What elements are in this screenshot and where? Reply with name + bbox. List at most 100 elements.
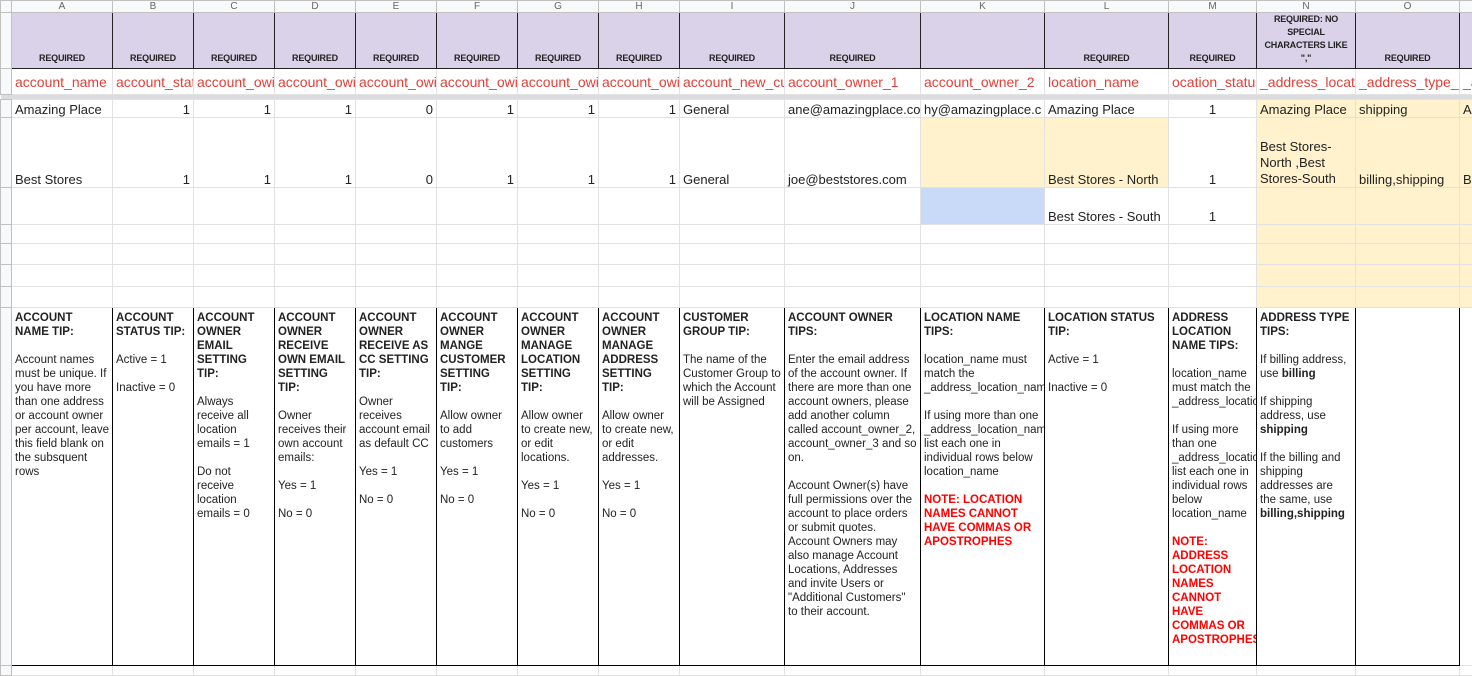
data-cell[interactable]	[1169, 265, 1257, 287]
row-header[interactable]	[1, 100, 12, 118]
data-cell[interactable]	[113, 265, 194, 287]
data-cell[interactable]	[275, 225, 356, 244]
required-label-cell[interactable]: REQUIRED	[275, 13, 356, 69]
data-cell[interactable]	[921, 188, 1045, 225]
data-cell[interactable]: 1	[1169, 100, 1257, 118]
data-cell[interactable]	[680, 244, 785, 265]
data-cell[interactable]: 1	[194, 100, 275, 118]
field-name-cell[interactable]: account_owi	[356, 69, 437, 95]
data-cell[interactable]: 1	[437, 100, 518, 118]
data-cell[interactable]	[275, 666, 356, 676]
data-cell[interactable]	[437, 225, 518, 244]
data-cell[interactable]	[518, 287, 599, 308]
data-cell[interactable]	[12, 188, 113, 225]
data-cell[interactable]	[921, 666, 1045, 676]
data-cell[interactable]	[1460, 666, 1472, 676]
required-label-cell[interactable]: REQUIRED	[12, 13, 113, 69]
data-cell[interactable]	[12, 225, 113, 244]
column-header-J[interactable]: J	[785, 1, 921, 13]
data-cell[interactable]: 1	[113, 100, 194, 118]
data-cell[interactable]	[1356, 265, 1460, 287]
required-label-cell[interactable]: REQUIRED	[113, 13, 194, 69]
data-cell[interactable]	[1356, 244, 1460, 265]
tip-cell[interactable]: ACCOUNT OWNER MANAGE LOCATION SETTING TI…	[518, 308, 599, 666]
row-header[interactable]	[1, 308, 12, 666]
data-cell[interactable]	[356, 287, 437, 308]
data-cell[interactable]	[599, 244, 680, 265]
field-name-cell[interactable]: account_owi	[275, 69, 356, 95]
required-label-cell[interactable]: REQUIRED	[356, 13, 437, 69]
column-header-K[interactable]: K	[921, 1, 1045, 13]
data-cell[interactable]	[275, 287, 356, 308]
field-name-cell[interactable]: _address_locati	[1257, 69, 1356, 95]
data-cell[interactable]	[1045, 287, 1169, 308]
field-name-cell[interactable]: account_name	[12, 69, 113, 95]
data-cell[interactable]: A	[1460, 100, 1472, 118]
data-cell[interactable]	[1169, 666, 1257, 676]
required-label-cell[interactable]: REQUIRED: NO SPECIAL CHARACTERS LIKE ","	[1257, 13, 1356, 69]
data-cell[interactable]	[785, 188, 921, 225]
data-cell[interactable]: General	[680, 118, 785, 188]
data-cell[interactable]	[113, 244, 194, 265]
data-cell[interactable]	[194, 188, 275, 225]
data-cell[interactable]	[1257, 287, 1356, 308]
data-cell[interactable]	[1045, 265, 1169, 287]
data-cell[interactable]	[194, 666, 275, 676]
column-header-A[interactable]: A	[12, 1, 113, 13]
column-header-C[interactable]: C	[194, 1, 275, 13]
column-header-N[interactable]: N	[1257, 1, 1356, 13]
data-cell[interactable]	[1356, 287, 1460, 308]
tip-cell[interactable]: CUSTOMER GROUP TIP:The name of the Custo…	[680, 308, 785, 666]
data-cell[interactable]: 0	[356, 100, 437, 118]
data-cell[interactable]	[356, 188, 437, 225]
data-cell[interactable]: 1	[275, 118, 356, 188]
data-cell[interactable]	[518, 265, 599, 287]
data-cell[interactable]	[1045, 666, 1169, 676]
data-cell[interactable]: joe@beststores.com	[785, 118, 921, 188]
data-cell[interactable]	[437, 287, 518, 308]
data-cell[interactable]	[921, 287, 1045, 308]
data-cell[interactable]	[1356, 666, 1460, 676]
field-name-cell[interactable]: location_name	[1045, 69, 1169, 95]
data-cell[interactable]	[680, 188, 785, 225]
tip-cell[interactable]: ACCOUNT OWNER RECEIVE AS CC SETTING TIP:…	[356, 308, 437, 666]
column-header-G[interactable]: G	[518, 1, 599, 13]
data-cell[interactable]	[599, 188, 680, 225]
data-cell[interactable]	[1257, 666, 1356, 676]
data-cell[interactable]	[113, 287, 194, 308]
data-cell[interactable]: 1	[1169, 188, 1257, 225]
column-header-H[interactable]: H	[599, 1, 680, 13]
row-header[interactable]	[1, 244, 12, 265]
tip-cell[interactable]: ACCOUNT OWNER EMAIL SETTING TIP:Always r…	[194, 308, 275, 666]
data-cell[interactable]: 0	[356, 118, 437, 188]
field-name-cell[interactable]: account_new_cu	[680, 69, 785, 95]
row-header[interactable]	[1, 287, 12, 308]
data-cell[interactable]	[113, 666, 194, 676]
data-cell[interactable]	[518, 188, 599, 225]
field-name-cell[interactable]: account_stat	[113, 69, 194, 95]
data-cell[interactable]: General	[680, 100, 785, 118]
data-cell[interactable]	[113, 188, 194, 225]
data-cell[interactable]	[921, 118, 1045, 188]
field-name-cell[interactable]: account_owi	[518, 69, 599, 95]
data-cell[interactable]	[1460, 265, 1472, 287]
column-header-E[interactable]: E	[356, 1, 437, 13]
data-cell[interactable]	[599, 666, 680, 676]
data-cell[interactable]	[1356, 225, 1460, 244]
data-cell[interactable]: B	[1460, 118, 1472, 188]
required-label-cell[interactable]: REQUIRED	[680, 13, 785, 69]
data-cell[interactable]	[1460, 225, 1472, 244]
data-cell[interactable]	[785, 287, 921, 308]
field-name-cell[interactable]: account_owner_1	[785, 69, 921, 95]
data-cell[interactable]	[1045, 225, 1169, 244]
data-cell[interactable]: ane@amazingplace.com	[785, 100, 921, 118]
required-label-cell[interactable]: REQUIRED	[194, 13, 275, 69]
data-cell[interactable]	[194, 244, 275, 265]
data-cell[interactable]: 1	[437, 118, 518, 188]
data-cell[interactable]	[921, 225, 1045, 244]
row-header[interactable]	[1, 666, 12, 676]
data-cell[interactable]	[194, 225, 275, 244]
data-cell[interactable]: Best Stores - South	[1045, 188, 1169, 225]
data-cell[interactable]	[1460, 244, 1472, 265]
data-cell[interactable]	[1460, 287, 1472, 308]
